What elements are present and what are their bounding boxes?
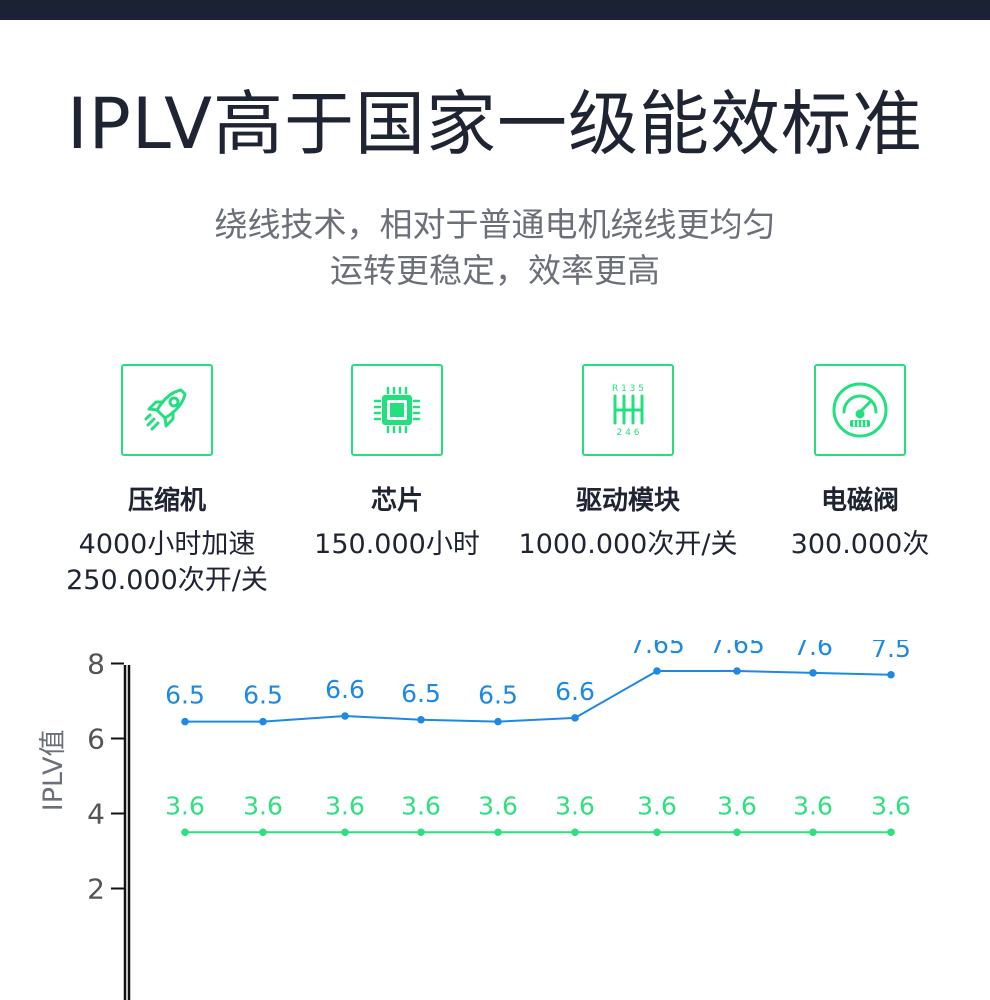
data-point xyxy=(887,828,895,837)
feature-icon-box xyxy=(351,364,443,456)
feature-list: 压缩机 4000小时加速 250.000次开/关 芯片 150.000小时 xyxy=(0,364,990,604)
data-label: 3.6 xyxy=(871,791,911,820)
y-axis-label: IPLV值 xyxy=(38,729,69,811)
data-label: 3.6 xyxy=(555,791,595,820)
data-point xyxy=(259,717,267,726)
feature-icon-box xyxy=(814,364,906,456)
y-tick-label: 4 xyxy=(87,798,105,831)
data-point xyxy=(733,667,741,675)
chip-icon xyxy=(373,386,421,434)
feature-drive-module: R 1 3 5 2 4 6 驱动模块 1000.000次开/关 xyxy=(498,364,758,563)
data-point xyxy=(341,828,349,837)
feature-name: 压缩机 xyxy=(127,486,206,516)
data-label: 3.6 xyxy=(325,791,365,820)
svg-text:R 1 3 5: R 1 3 5 xyxy=(612,384,644,394)
iplv-chart: 246810IPLV值6.56.56.66.56.56.67.657.657.6… xyxy=(38,640,911,1000)
feature-desc: 4000小时加速 250.000次开/关 xyxy=(37,527,297,598)
data-point xyxy=(887,670,895,679)
y-tick-label: 6 xyxy=(87,723,105,756)
data-point xyxy=(417,828,425,837)
feature-icon-box: R 1 3 5 2 4 6 xyxy=(582,364,674,456)
data-point xyxy=(733,828,741,837)
data-label: 3.6 xyxy=(401,791,441,820)
data-label: 6.6 xyxy=(325,675,365,704)
data-point xyxy=(653,667,661,675)
svg-text:2 4 6: 2 4 6 xyxy=(617,428,640,438)
feature-desc-line: 250.000次开/关 xyxy=(66,564,268,596)
data-label: 3.6 xyxy=(165,791,205,820)
subtitle: 绕线技术，相对于普通电机绕线更均匀 运转更稳定，效率更高 xyxy=(0,202,990,293)
rocket-icon xyxy=(144,388,187,431)
subtitle-line-1: 绕线技术，相对于普通电机绕线更均匀 xyxy=(214,205,776,244)
feature-desc-line: 1000.000次开/关 xyxy=(518,529,738,560)
data-label: 7.5 xyxy=(871,640,911,663)
data-label: 7.6 xyxy=(793,640,833,661)
data-label: 7.65 xyxy=(629,640,685,659)
data-label: 7.65 xyxy=(709,640,765,659)
feature-desc-line: 150.000小时 xyxy=(314,529,480,560)
y-tick-label: 8 xyxy=(87,648,105,681)
series-line-0 xyxy=(185,670,892,723)
feature-name: 芯片 xyxy=(370,486,423,516)
data-label: 6.5 xyxy=(401,679,441,708)
data-point xyxy=(571,828,579,837)
data-point xyxy=(809,669,817,677)
data-point xyxy=(259,828,267,837)
feature-desc-line: 300.000次 xyxy=(790,529,930,560)
page-title: IPLV高于国家一级能效标准 xyxy=(66,83,924,165)
data-label: 6.5 xyxy=(243,681,283,710)
data-label: 6.6 xyxy=(555,677,595,706)
subtitle-line-2: 运转更稳定，效率更高 xyxy=(330,250,660,290)
data-label: 6.5 xyxy=(478,681,518,710)
data-point xyxy=(653,828,661,837)
y-tick-label: 2 xyxy=(87,873,105,906)
feature-compressor: 压缩机 4000小时加速 250.000次开/关 xyxy=(37,364,297,598)
data-point xyxy=(571,714,579,722)
gauge-icon xyxy=(832,382,888,438)
data-point xyxy=(417,715,425,724)
data-label: 6.5 xyxy=(165,681,205,710)
feature-chip: 芯片 150.000小时 xyxy=(267,364,527,563)
data-point xyxy=(494,717,502,726)
feature-desc-line: 4000小时加速 xyxy=(78,529,256,560)
data-point xyxy=(341,712,349,720)
top-bar xyxy=(0,0,990,20)
data-point xyxy=(181,717,189,726)
data-point xyxy=(494,828,502,837)
feature-name: 驱动模块 xyxy=(575,486,680,516)
gearshift-icon: R 1 3 5 2 4 6 xyxy=(612,384,644,438)
feature-name: 电磁阀 xyxy=(820,486,899,516)
data-label: 3.6 xyxy=(478,791,518,820)
data-label: 3.6 xyxy=(717,791,757,820)
feature-icon-box xyxy=(121,364,213,456)
feature-solenoid-valve: 电磁阀 300.000次 xyxy=(730,364,990,563)
feature-desc: 150.000小时 xyxy=(267,527,527,563)
feature-desc: 1000.000次开/关 xyxy=(498,527,758,563)
data-label: 3.6 xyxy=(637,791,677,820)
feature-desc: 300.000次 xyxy=(730,527,990,563)
data-point xyxy=(809,828,817,837)
data-label: 3.6 xyxy=(793,791,833,820)
data-point xyxy=(181,828,189,837)
data-label: 3.6 xyxy=(243,791,283,820)
